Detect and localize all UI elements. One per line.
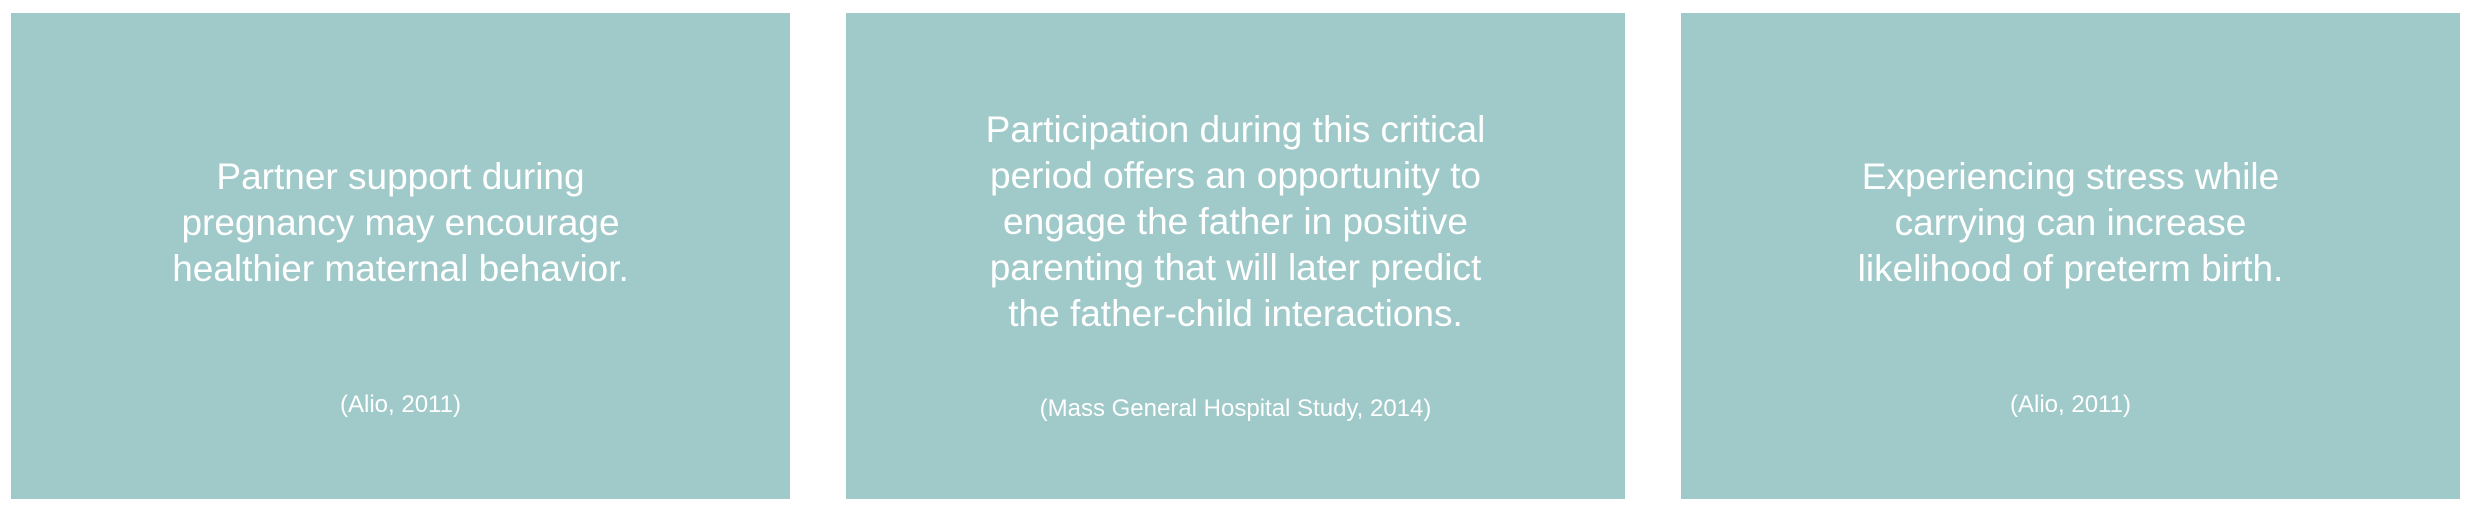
quote-line: Participation during this critical [985,109,1486,150]
quote-line: the father-child interactions. [1008,293,1463,334]
quote-card-stress: Experiencing stress while carrying can i… [1681,13,2460,499]
quote-text: Partner support during pregnancy may enc… [11,154,790,292]
quote-card-partner-support: Partner support during pregnancy may enc… [11,13,790,499]
citation: (Alio, 2011) [2010,391,2131,418]
quote-line: Experiencing stress while [1861,156,2280,197]
quote-line: parenting that will later predict [989,247,1482,288]
citation: (Alio, 2011) [340,391,461,418]
citation: (Mass General Hospital Study, 2014) [1039,395,1432,422]
quote-text: Participation during this critical perio… [846,107,1625,337]
quote-line: healthier maternal behavior. [172,248,629,289]
quote-line: period offers an opportunity to [990,155,1481,196]
quote-line: likelihood of preterm birth. [1857,248,2284,289]
quote-line: carrying can increase [1894,202,2247,243]
quote-card-participation: Participation during this critical perio… [846,13,1625,499]
quote-line: engage the father in positive [1003,201,1468,242]
quote-text: Experiencing stress while carrying can i… [1681,154,2460,292]
quote-line: pregnancy may encourage [181,202,620,243]
quote-line: Partner support during [216,156,585,197]
